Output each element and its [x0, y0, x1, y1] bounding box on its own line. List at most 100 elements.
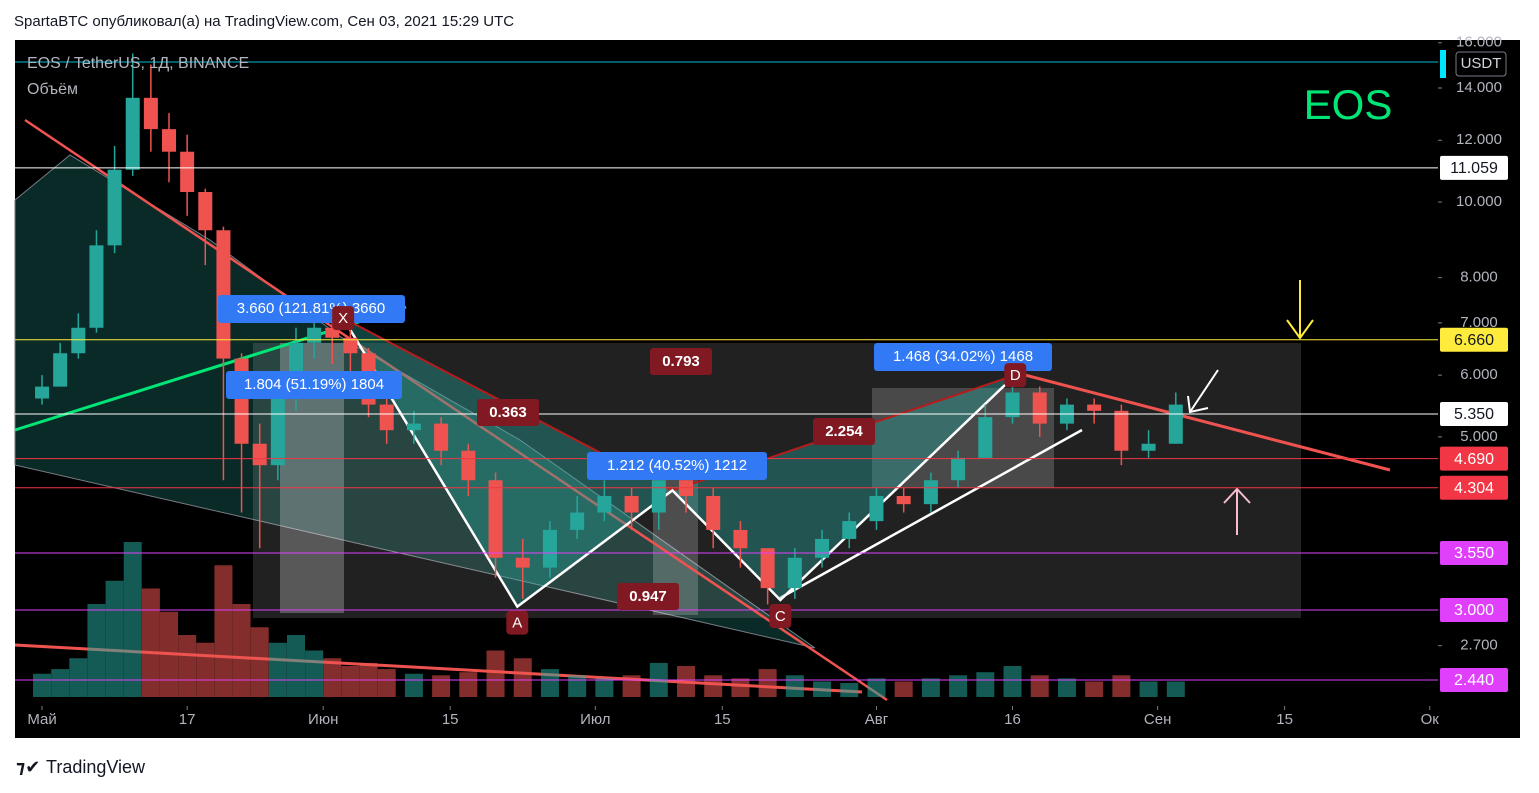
- volume-bar: [785, 675, 804, 697]
- x-tick-label: 15: [1276, 711, 1293, 728]
- volume-bar: [232, 604, 251, 697]
- volume-bar: [894, 681, 913, 697]
- measure-box: [226, 371, 402, 399]
- y-tick-label: 2.700: [1460, 637, 1498, 654]
- price-tag: [1440, 475, 1508, 500]
- candle-body: [733, 529, 748, 549]
- price-tag-label: 4.304: [1454, 480, 1494, 497]
- candle-body: [252, 443, 267, 466]
- volume-bar: [758, 669, 777, 697]
- y-tick-label: 10.000: [1456, 193, 1502, 210]
- y-tick-label: 16.000: [1456, 34, 1502, 51]
- volume-bar: [178, 635, 197, 697]
- candle-body: [461, 450, 476, 481]
- point-badge: [769, 603, 792, 628]
- publisher-line: SpartaBTC опубликовал(а) на TradingView.…: [14, 13, 514, 30]
- point-badge: [1004, 363, 1027, 388]
- volume-bar: [1139, 681, 1158, 697]
- point-label: A: [512, 615, 522, 632]
- candle-body: [107, 169, 122, 246]
- candle-body: [896, 495, 911, 505]
- price-marker: [1440, 50, 1446, 78]
- ratio-box: [477, 399, 539, 426]
- candle-body: [343, 337, 358, 354]
- price-tag-label: 3.550: [1454, 545, 1494, 562]
- candle-body: [406, 423, 421, 431]
- measure-label: 1.468 (34.02%) 1468: [893, 348, 1033, 365]
- volume-bar: [305, 650, 324, 697]
- price-tag: [1440, 401, 1508, 426]
- price-tag: [1440, 155, 1508, 180]
- candle-body: [869, 495, 884, 522]
- point-label: C: [775, 608, 786, 625]
- candle-body: [815, 538, 830, 558]
- footer-brand: TradingView: [46, 757, 146, 777]
- footer-logo: ⁊✔: [16, 757, 40, 777]
- ratio-label: 0.363: [489, 404, 527, 421]
- x-tick-label: Сен: [1144, 711, 1171, 728]
- ratio-box: [813, 418, 875, 445]
- candle-body: [1032, 392, 1047, 424]
- ratio-box: [650, 348, 712, 375]
- volume-bar: [87, 604, 106, 697]
- price-tag-label: 11.059: [1450, 160, 1498, 177]
- volume-bar: [1057, 678, 1076, 697]
- price-tag: [1440, 598, 1508, 623]
- x-tick-label: 15: [714, 711, 731, 728]
- x-tick-label: Май: [27, 711, 56, 728]
- point-badge: [506, 610, 529, 635]
- y-tick-label: 7.000: [1460, 314, 1498, 331]
- candle-body: [71, 327, 86, 354]
- measure-box: [587, 452, 767, 480]
- volume-bar: [214, 565, 233, 697]
- volume-bar: [840, 683, 859, 697]
- volume-bar: [976, 672, 995, 697]
- volume-bar: [622, 675, 641, 697]
- candle-body: [1087, 404, 1102, 411]
- candle-body: [198, 191, 213, 231]
- volume-bar: [1166, 681, 1185, 697]
- candle-body: [978, 417, 993, 458]
- support-line: [779, 428, 1083, 600]
- volume-bar: [921, 678, 940, 697]
- ratio-label: 0.793: [662, 353, 700, 370]
- price-tag-label: 5.350: [1454, 406, 1494, 423]
- candle-body: [1005, 392, 1020, 418]
- range-box: [253, 343, 1301, 618]
- volume-bar: [250, 627, 269, 697]
- candle-body: [542, 529, 557, 568]
- point-label: D: [1010, 367, 1021, 384]
- volume-bar: [69, 658, 88, 697]
- candle-body: [951, 457, 966, 481]
- volume-bar: [141, 588, 160, 697]
- volume-bar: [949, 675, 968, 697]
- candle-body: [760, 548, 775, 589]
- volume-bar: [268, 642, 287, 697]
- currency-box: [1455, 51, 1507, 77]
- candle-body: [923, 480, 938, 505]
- point-label: X: [338, 310, 348, 327]
- x-tick-label: Июн: [308, 711, 338, 728]
- volume-bar: [1112, 675, 1131, 697]
- measure-label: 1.212 (40.52%) 1212: [607, 457, 747, 474]
- axes: 16.000 14.000 12.000 10.000 8.000 7.000 6.000 5…: [15, 34, 1520, 738]
- arrow: [1223, 487, 1251, 504]
- candle-body: [379, 404, 394, 431]
- trend-line: [24, 118, 888, 702]
- x-tick-label: 17: [179, 711, 196, 728]
- currency-label: USDT: [1461, 55, 1502, 72]
- arrow: [1286, 319, 1314, 340]
- point-badge: [332, 306, 355, 331]
- candle-body: [1114, 410, 1129, 451]
- y-tick-label: 14.000: [1456, 79, 1502, 96]
- volume-bar: [160, 611, 179, 697]
- candle-body: [180, 151, 195, 192]
- volume-bar: [1085, 681, 1104, 697]
- ratio-label: 0.947: [629, 588, 667, 605]
- measure-box: [218, 295, 405, 323]
- measure-label: 3.660 (121.81%) 3660: [237, 300, 385, 317]
- chart-title: EOS / TetherUS, 1Д, BINANCE: [27, 55, 249, 72]
- candle-body: [53, 353, 68, 387]
- arrow: [1189, 369, 1219, 413]
- candle-body: [325, 327, 340, 338]
